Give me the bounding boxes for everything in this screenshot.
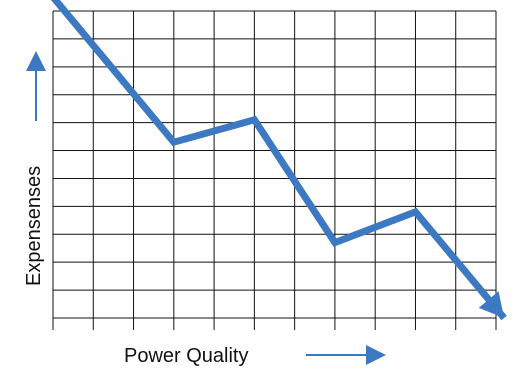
series-line <box>50 0 507 321</box>
x-axis-label: Power Quality <box>124 345 249 367</box>
data-layer <box>50 0 507 321</box>
y-axis-label: Expensenses <box>23 166 45 286</box>
series-arrowhead <box>478 291 505 318</box>
series-point <box>331 239 339 246</box>
series-point <box>170 138 178 146</box>
axis-labels: Power Quality Expensenses <box>23 51 386 367</box>
series-point <box>251 116 258 124</box>
series-point <box>412 208 419 216</box>
grid <box>52 10 497 330</box>
